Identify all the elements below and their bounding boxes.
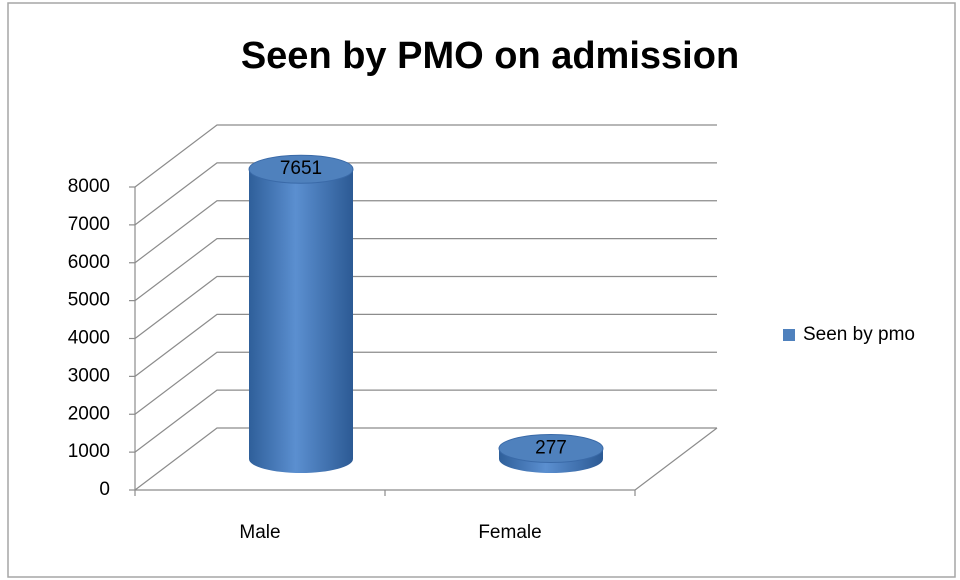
y-tick-label: 3000 bbox=[68, 365, 110, 386]
y-tick-label: 1000 bbox=[68, 441, 110, 462]
grid-line bbox=[134, 389, 717, 453]
grid-line bbox=[134, 313, 717, 377]
chart-frame bbox=[7, 2, 956, 578]
y-tick-label: 7000 bbox=[68, 214, 110, 235]
legend-label: Seen by pmo bbox=[803, 324, 915, 345]
y-tick-label: 6000 bbox=[68, 252, 110, 273]
grid-line bbox=[134, 351, 717, 415]
grid-line bbox=[134, 162, 717, 226]
grid-line bbox=[134, 427, 717, 491]
bar-top bbox=[498, 434, 604, 464]
data-label: 7651 bbox=[280, 158, 322, 179]
grid-line bbox=[134, 275, 717, 339]
bar bbox=[249, 169, 353, 473]
y-tick-label: 8000 bbox=[68, 176, 110, 197]
y-tick-label: 5000 bbox=[68, 290, 110, 311]
y-tick-label: 2000 bbox=[68, 403, 110, 424]
bar-top bbox=[248, 154, 354, 184]
x-tick-label: Male bbox=[239, 522, 280, 543]
chart-title: Seen by PMO on admission bbox=[241, 35, 739, 77]
grid-line bbox=[134, 200, 717, 264]
y-tick-label: 4000 bbox=[68, 328, 110, 349]
x-tick-label: Female bbox=[478, 522, 541, 543]
legend-swatch bbox=[783, 329, 795, 341]
grid-line bbox=[134, 238, 717, 302]
grid-line bbox=[134, 124, 717, 188]
data-label: 277 bbox=[535, 438, 567, 459]
y-tick-label: 0 bbox=[99, 479, 110, 500]
plot-area: 0 1000 2000 3000 4000 5000 6000 7000 8000 Male Fem… bbox=[68, 124, 915, 543]
